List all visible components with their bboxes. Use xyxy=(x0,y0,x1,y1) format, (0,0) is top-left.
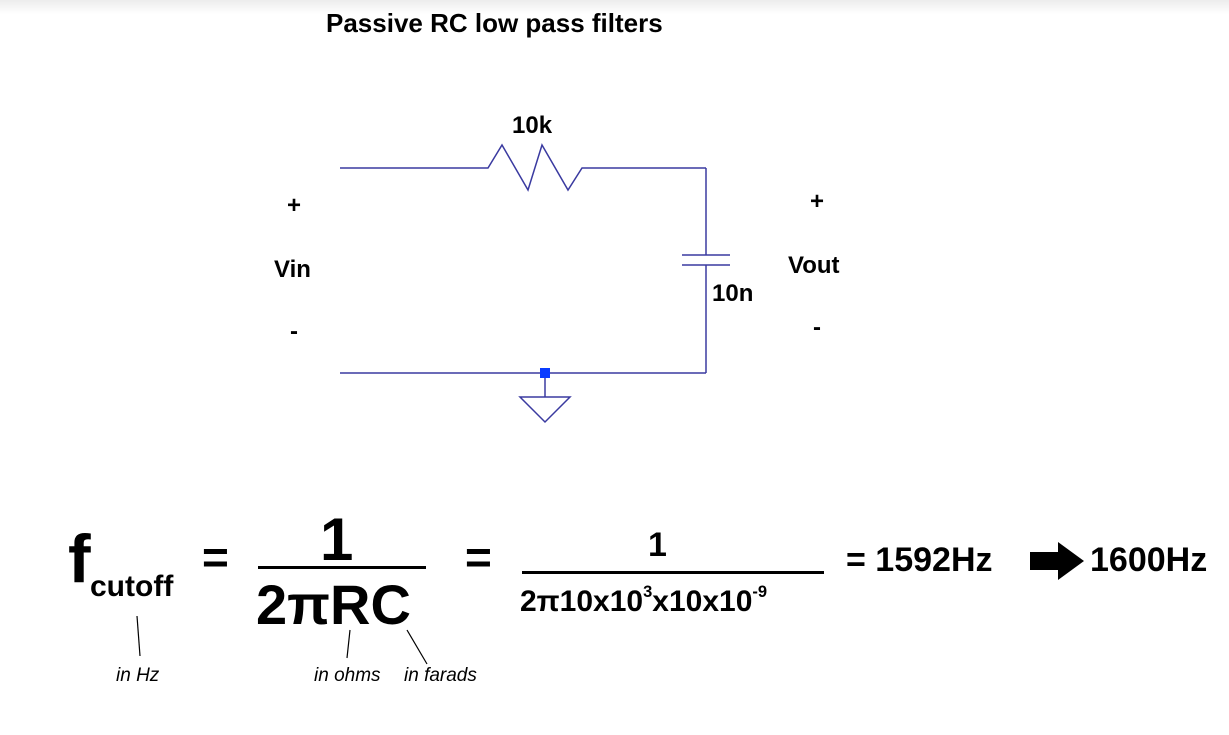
formula-cutoff-subscript: cutoff xyxy=(90,570,174,603)
fraction2-numerator: 1 xyxy=(648,526,667,564)
resistor-label: 10k xyxy=(512,112,553,139)
formula-result: = 1592Hz xyxy=(846,541,993,579)
top-wire-with-resistor xyxy=(340,143,706,192)
fraction1-denominator: 2πRC xyxy=(256,573,411,636)
formula-f: f xyxy=(68,521,91,597)
fraction1-numerator: 1 xyxy=(320,506,354,573)
fraction2-bar xyxy=(522,571,824,574)
equals-sign-2: = xyxy=(465,531,492,583)
formula-rounded-result: 1600Hz xyxy=(1090,541,1208,579)
ground-node xyxy=(540,368,550,378)
pointer-farads xyxy=(406,629,428,665)
vin-minus: - xyxy=(290,318,298,345)
denominator-base-1: 2π10x10 xyxy=(520,585,644,618)
equals-sign-1: = xyxy=(202,531,229,583)
ground-symbol xyxy=(518,396,572,424)
vout-plus: + xyxy=(810,188,825,215)
vout-label: Vout xyxy=(788,252,840,279)
exponent-minus-9: -9 xyxy=(752,582,768,601)
top-shade xyxy=(0,0,1229,14)
vin-plus: + xyxy=(287,192,302,219)
page-title: Passive RC low pass filters xyxy=(326,8,663,38)
note-farads: in farads xyxy=(404,665,477,686)
vout-minus: - xyxy=(813,314,821,341)
note-ohms: in ohms xyxy=(314,665,381,686)
exponent-3: 3 xyxy=(643,582,653,601)
fraction1-bar xyxy=(258,566,426,569)
vin-label: Vin xyxy=(274,256,311,283)
note-hz: in Hz xyxy=(116,665,160,686)
pointer-ohms xyxy=(346,629,351,659)
capacitor-label: 10n xyxy=(712,280,754,307)
denominator-base-2: x10x10 xyxy=(652,585,753,618)
pointer-hz xyxy=(136,615,141,657)
fraction2-denominator: 2π10x103x10x10-9 xyxy=(520,582,768,619)
